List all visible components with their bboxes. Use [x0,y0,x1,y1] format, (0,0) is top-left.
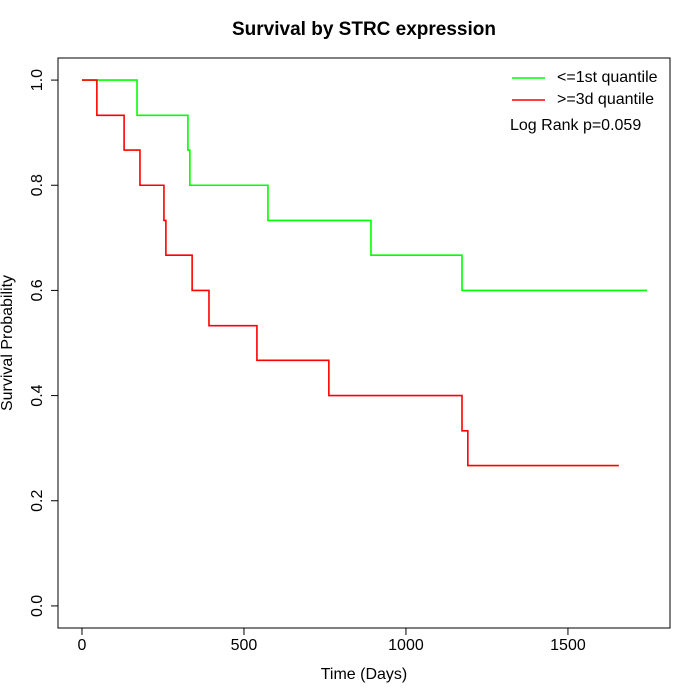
legend-label: >=3d quantile [557,91,654,108]
survival-curve [81,79,647,292]
legend-label: <=1st quantile [557,69,658,86]
y-tick-label: 0.2 [29,490,46,512]
annotation: Log Rank p=0.059 [510,117,641,134]
x-tick-label: 1500 [550,637,586,654]
y-tick-label: 0.6 [29,279,46,301]
plot-frame [57,57,671,629]
y-tick-label: 0.8 [29,174,46,196]
x-tick-label: 0 [78,637,87,654]
x-tick-label: 500 [231,637,258,654]
x-axis-label: Time (Days) [321,666,408,683]
y-tick-label: 0.0 [29,595,46,617]
x-tick-label: 1000 [388,637,424,654]
y-axis-label: Survival Probability [0,275,16,411]
chart-title: Survival by STRC expression [232,19,496,40]
y-tick-label: 0.4 [29,384,46,406]
survival-curve [81,79,619,467]
y-tick-label: 1.0 [29,69,46,91]
